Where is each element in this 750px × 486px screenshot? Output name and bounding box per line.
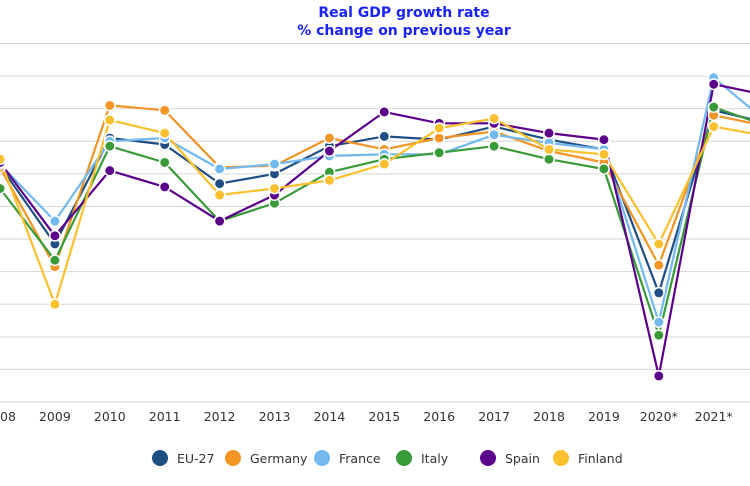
legend-marker (480, 450, 496, 466)
data-point-finland-2018[interactable] (543, 143, 555, 156)
legend-item-italy[interactable]: Italy (396, 450, 449, 466)
data-point-finland-2014[interactable] (323, 174, 336, 187)
data-point-italy-2009[interactable] (48, 254, 61, 267)
series-points (0, 71, 720, 382)
data-point-italy-2019[interactable] (597, 163, 610, 175)
data-point-finland-2012[interactable] (213, 189, 226, 201)
data-point-france-2013[interactable] (268, 158, 281, 171)
data-point-finland-2013[interactable] (268, 182, 281, 195)
legend-label: France (339, 451, 381, 466)
data-point-finland-2015[interactable] (378, 158, 391, 171)
chart-subtitle: % change on previous year (297, 23, 511, 39)
data-point-finland-2016[interactable] (433, 122, 446, 135)
data-point-italy-2011[interactable] (158, 156, 171, 169)
legend-item-spain[interactable]: Spain (480, 450, 540, 466)
legend-item-eu-27[interactable]: EU-27 (152, 450, 214, 466)
x-tick-label: 2010 (94, 409, 126, 424)
x-tick-label: 2019 (588, 409, 620, 424)
data-point-germany-2016[interactable] (433, 132, 446, 144)
x-axis-ticks: 2008 2009 2010 2011 2012 2013 2014 2015 2016 2017… (0, 409, 733, 424)
data-point-italy-2018[interactable] (543, 153, 555, 166)
x-tick-label: 2009 (39, 409, 71, 424)
data-point-spain-2011[interactable] (158, 180, 171, 193)
data-point-spain-2018[interactable] (543, 127, 555, 140)
legend: EU-27 Germany France Italy Spain Finland (152, 450, 623, 466)
x-tick-label: 2018 (533, 409, 565, 424)
legend-marker (396, 450, 412, 466)
series-line-spain (0, 83, 750, 377)
legend-item-finland[interactable]: Finland (553, 450, 623, 466)
data-point-italy-2017[interactable] (488, 140, 501, 153)
legend-label: Italy (421, 451, 449, 466)
legend-marker (225, 450, 241, 466)
data-point-spain-2014[interactable] (323, 145, 336, 158)
data-point-france-2020[interactable] (652, 316, 665, 329)
data-point-germany-2011[interactable] (158, 104, 171, 117)
data-point-eu-27-2012[interactable] (213, 177, 226, 190)
x-tick-label: 2008 (0, 409, 16, 424)
data-point-finland-2020[interactable] (652, 237, 665, 250)
data-point-spain-2009[interactable] (48, 229, 61, 242)
data-point-spain-2021[interactable] (707, 78, 720, 91)
legend-marker (314, 450, 330, 466)
x-tick-label: 2016 (423, 409, 455, 424)
data-point-germany-2010[interactable] (103, 99, 116, 112)
gridlines (0, 43, 750, 403)
legend-label: EU-27 (177, 451, 214, 466)
data-point-finland-2008[interactable] (0, 153, 6, 166)
x-tick-label: 2013 (259, 409, 291, 424)
data-point-eu-27-2015[interactable] (378, 130, 391, 143)
chart-title: Real GDP growth rate (318, 5, 489, 21)
legend-label: Germany (250, 451, 308, 466)
data-point-italy-2008[interactable] (0, 182, 6, 195)
data-point-germany-2020[interactable] (652, 259, 665, 272)
x-tick-label: 2020* (640, 409, 678, 424)
data-point-germany-2014[interactable] (323, 132, 336, 144)
x-tick-label: 2015 (368, 409, 400, 424)
legend-item-germany[interactable]: Germany (225, 450, 308, 466)
series-line-germany (0, 104, 750, 268)
legend-marker (553, 450, 569, 466)
data-point-finland-2009[interactable] (48, 298, 61, 311)
data-point-finland-2011[interactable] (158, 127, 171, 140)
data-point-france-2012[interactable] (213, 163, 226, 175)
data-point-spain-2020[interactable] (652, 369, 665, 382)
data-point-finland-2010[interactable] (103, 114, 116, 127)
data-point-italy-2021[interactable] (707, 101, 720, 114)
legend-label: Spain (505, 451, 540, 466)
data-point-spain-2015[interactable] (378, 105, 391, 118)
data-point-spain-2010[interactable] (103, 164, 116, 177)
data-point-finland-2019[interactable] (597, 148, 610, 161)
data-point-spain-2012[interactable] (213, 215, 226, 228)
x-tick-label: 2021* (695, 409, 733, 424)
legend-label: Finland (578, 451, 623, 466)
data-point-finland-2017[interactable] (488, 112, 501, 125)
data-point-france-2017[interactable] (488, 128, 501, 141)
legend-marker (152, 450, 168, 466)
data-point-france-2009[interactable] (48, 215, 61, 228)
data-point-eu-27-2020[interactable] (652, 286, 665, 299)
x-tick-label: 2011 (149, 409, 181, 424)
data-point-italy-2016[interactable] (433, 146, 446, 159)
x-tick-label: 2012 (204, 409, 236, 424)
x-tick-label: 2014 (313, 409, 345, 424)
data-point-italy-2010[interactable] (103, 140, 116, 153)
data-point-spain-2019[interactable] (597, 133, 610, 146)
data-point-italy-2020[interactable] (652, 329, 665, 342)
data-point-finland-2021[interactable] (707, 120, 720, 133)
legend-item-france[interactable]: France (314, 450, 381, 466)
x-tick-label: 2017 (478, 409, 510, 424)
